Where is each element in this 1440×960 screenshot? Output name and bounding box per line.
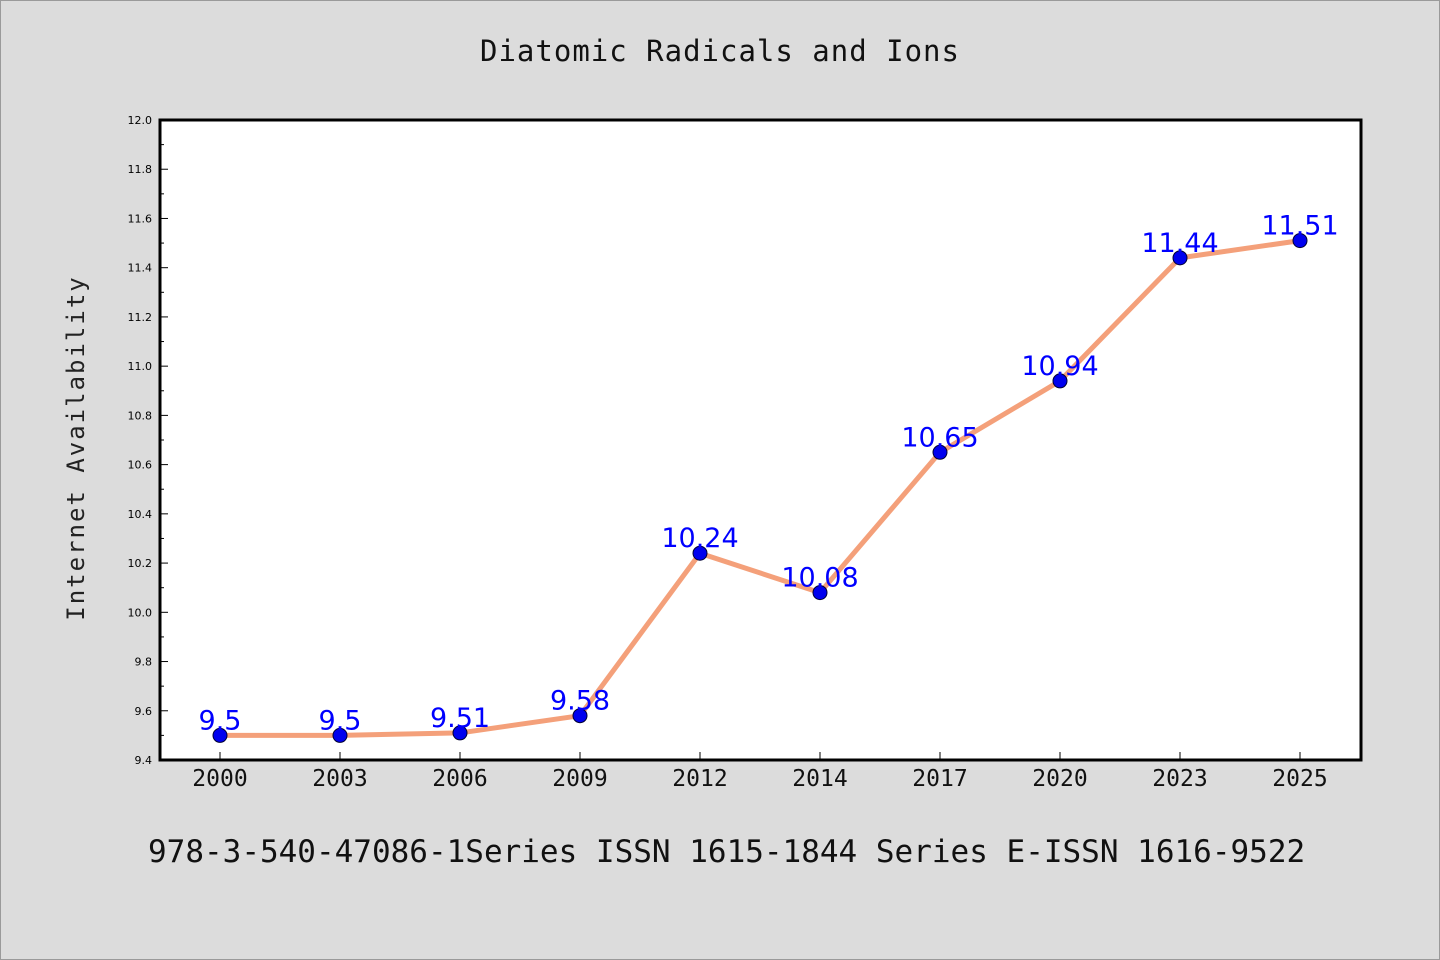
x-tick-label: 2003	[312, 766, 367, 792]
data-point	[812, 585, 828, 601]
y-tick-label: 12.0	[128, 114, 153, 127]
data-point	[452, 725, 468, 741]
data-label: 11.44	[1141, 228, 1218, 259]
series-line	[217, 238, 1303, 738]
data-point	[932, 444, 948, 460]
y-tick-label: 11.6	[128, 212, 153, 225]
data-label: 10.94	[1021, 351, 1098, 382]
y-tick-label: 10.0	[128, 606, 153, 619]
plot-area	[158, 118, 1363, 762]
y-tick-label: 10.4	[128, 508, 153, 521]
y-tick-label: 10.2	[128, 557, 153, 570]
data-label: 10.24	[661, 523, 738, 554]
x-tick-label: 2006	[432, 766, 487, 792]
x-tick-label: 2020	[1032, 766, 1087, 792]
data-point	[332, 727, 348, 743]
data-point	[1292, 233, 1308, 249]
y-tick-label: 10.8	[128, 409, 153, 422]
y-tick-label: 11.0	[128, 360, 153, 373]
data-point	[1052, 373, 1068, 389]
data-label: 9.5	[319, 705, 362, 736]
data-point	[692, 545, 708, 561]
y-tick-label: 11.8	[128, 163, 153, 176]
data-label: 9.51	[430, 703, 490, 734]
y-tick-label: 11.4	[128, 262, 153, 275]
x-tick-label: 2023	[1152, 766, 1207, 792]
x-tick-label: 2025	[1272, 766, 1327, 792]
y-axis: 9.4 9.6 9.8 10.0 10.2 10.4 10.6 10.8 11.0 11.2 11.…	[128, 114, 168, 767]
data-label: 9.58	[550, 686, 610, 717]
data-point	[572, 708, 588, 724]
y-tick-label: 9.4	[135, 754, 153, 767]
y-tick-label: 9.6	[135, 705, 153, 718]
x-tick-label: 2012	[672, 766, 727, 792]
x-tick-label: 2014	[792, 766, 847, 792]
data-point	[212, 727, 228, 743]
data-label: 10.08	[781, 563, 858, 594]
x-tick-label: 2017	[912, 766, 967, 792]
series: 9.5 9.5 9.51 9.58 10.24 10.08 10.65 10.94 11.44 1…	[199, 211, 1339, 743]
chart-title: Diatomic Radicals and Ions	[480, 34, 960, 68]
x-tick-label: 2000	[192, 766, 247, 792]
data-label: 10.65	[901, 422, 978, 453]
footer-text: 978-3-540-47086-1Series ISSN 1615-1844 S…	[148, 834, 1306, 870]
y-tick-label: 10.6	[128, 459, 153, 472]
y-tick-label: 9.8	[135, 656, 153, 669]
y-tick-label: 11.2	[128, 311, 153, 324]
x-tick-label: 2009	[552, 766, 607, 792]
data-label: 11.51	[1261, 211, 1338, 242]
data-label: 9.5	[199, 705, 242, 736]
x-axis: 2000 2003 2006 2009 2012 2014 2017 2020 2023 2025	[192, 752, 1328, 792]
data-point	[1172, 250, 1188, 266]
